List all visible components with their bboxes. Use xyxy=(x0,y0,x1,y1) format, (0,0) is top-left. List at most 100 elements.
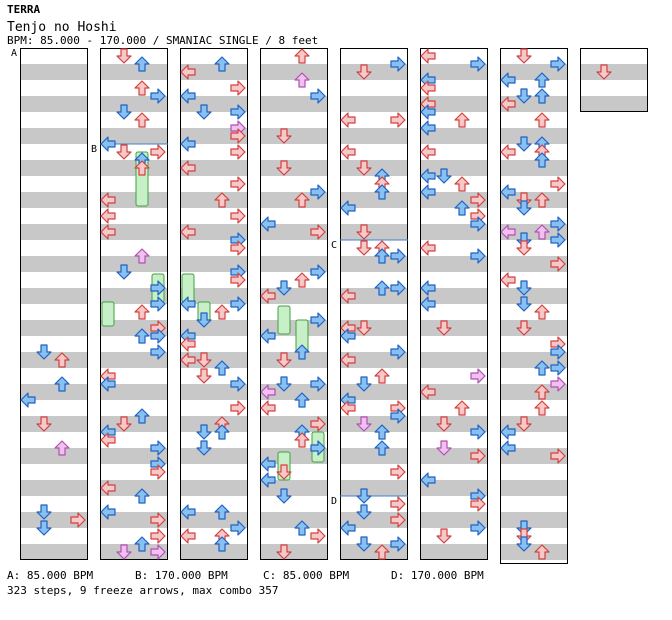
step-arrow xyxy=(390,512,406,528)
step-arrow xyxy=(230,176,246,192)
step-arrow xyxy=(534,152,550,168)
step-arrow xyxy=(356,160,372,176)
step-arrow xyxy=(276,488,292,504)
step-arrow xyxy=(340,144,356,160)
step-arrow xyxy=(276,352,292,368)
step-arrow xyxy=(454,112,470,128)
step-arrow xyxy=(230,80,246,96)
chart-column xyxy=(580,48,648,112)
step-arrow xyxy=(356,376,372,392)
step-arrow xyxy=(134,536,150,552)
step-arrow xyxy=(36,416,52,432)
step-arrow xyxy=(470,192,486,208)
step-arrow xyxy=(340,352,356,368)
step-arrow xyxy=(116,544,132,560)
step-arrow xyxy=(180,88,196,104)
step-arrow xyxy=(116,264,132,280)
step-arrow xyxy=(134,80,150,96)
step-arrow xyxy=(150,144,166,160)
step-arrow xyxy=(516,88,532,104)
step-arrow xyxy=(470,496,486,512)
step-arrow xyxy=(134,304,150,320)
step-arrow xyxy=(596,64,612,80)
step-arrow xyxy=(390,496,406,512)
step-arrow xyxy=(180,136,196,152)
step-arrow xyxy=(550,232,566,248)
song-artist: TERRA xyxy=(7,3,41,16)
step-arrow xyxy=(454,200,470,216)
step-arrow xyxy=(230,240,246,256)
step-arrow xyxy=(470,216,486,232)
step-arrow xyxy=(150,440,166,456)
step-arrow xyxy=(70,512,86,528)
step-arrow xyxy=(294,192,310,208)
step-arrow xyxy=(534,360,550,376)
step-arrow xyxy=(500,144,516,160)
step-arrow xyxy=(420,296,436,312)
step-arrow xyxy=(310,264,326,280)
step-arrow xyxy=(180,296,196,312)
step-arrow xyxy=(534,224,550,240)
bpm-marker: D xyxy=(331,495,408,507)
freeze-arrow xyxy=(101,301,115,327)
step-arrow xyxy=(294,520,310,536)
step-arrow xyxy=(310,184,326,200)
step-arrow xyxy=(374,280,390,296)
step-arrow xyxy=(340,112,356,128)
step-arrow xyxy=(260,456,276,472)
step-arrow xyxy=(20,392,36,408)
step-arrow xyxy=(390,248,406,264)
step-arrow xyxy=(550,376,566,392)
step-arrow xyxy=(534,72,550,88)
step-arrow xyxy=(214,424,230,440)
step-arrow xyxy=(420,280,436,296)
step-arrow xyxy=(260,328,276,344)
step-arrow xyxy=(454,176,470,192)
step-arrow xyxy=(390,344,406,360)
step-arrow xyxy=(340,520,356,536)
step-arrow xyxy=(340,288,356,304)
step-arrow xyxy=(470,368,486,384)
step-arrow xyxy=(356,416,372,432)
step-arrow xyxy=(116,144,132,160)
step-arrow xyxy=(356,536,372,552)
step-arrow xyxy=(150,280,166,296)
step-arrow xyxy=(134,248,150,264)
step-arrow xyxy=(420,168,436,184)
step-arrow xyxy=(516,280,532,296)
step-arrow xyxy=(470,520,486,536)
step-arrow xyxy=(36,520,52,536)
step-arrow xyxy=(230,128,246,144)
step-arrow xyxy=(374,368,390,384)
step-arrow xyxy=(470,424,486,440)
step-arrow xyxy=(196,424,212,440)
step-arrow xyxy=(390,536,406,552)
step-arrow xyxy=(196,440,212,456)
step-arrow xyxy=(116,104,132,120)
step-arrow xyxy=(374,544,390,560)
step-arrow xyxy=(196,368,212,384)
step-arrow xyxy=(150,464,166,480)
step-arrow xyxy=(550,256,566,272)
step-arrow xyxy=(180,336,196,352)
step-arrow xyxy=(550,360,566,376)
step-arrow xyxy=(500,440,516,456)
step-arrow xyxy=(470,448,486,464)
step-arrow xyxy=(454,400,470,416)
step-arrow xyxy=(134,160,150,176)
step-arrow xyxy=(214,360,230,376)
svg-text:C: C xyxy=(331,240,337,251)
step-arrow xyxy=(436,416,452,432)
step-arrow xyxy=(150,528,166,544)
svg-text:A: A xyxy=(11,48,17,59)
step-arrow xyxy=(390,56,406,72)
step-arrow xyxy=(294,48,310,64)
step-arrow xyxy=(310,312,326,328)
step-arrow xyxy=(276,280,292,296)
step-arrow xyxy=(230,520,246,536)
step-arrow xyxy=(420,120,436,136)
step-arrow xyxy=(150,328,166,344)
step-arrow xyxy=(180,224,196,240)
step-arrow xyxy=(100,432,116,448)
